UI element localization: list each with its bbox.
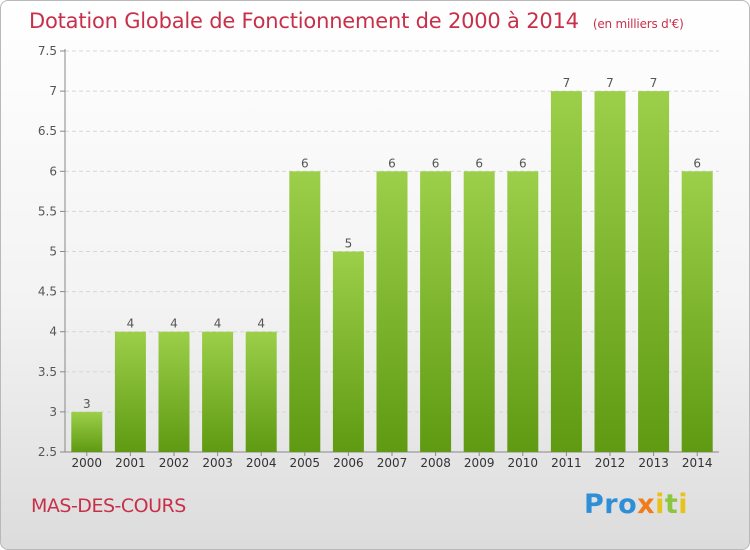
bar bbox=[507, 171, 539, 453]
bar bbox=[376, 171, 408, 453]
x-tick-label: 2009 bbox=[464, 456, 495, 470]
y-tick-label: 5 bbox=[49, 245, 57, 259]
y-tick-label: 7.5 bbox=[38, 44, 57, 58]
x-tick-label: 2012 bbox=[595, 456, 626, 470]
y-tick-label: 4.5 bbox=[38, 285, 57, 299]
bar bbox=[463, 171, 495, 453]
x-tick-label: 2005 bbox=[290, 456, 321, 470]
data-label: 6 bbox=[475, 156, 483, 170]
x-tick-label: 2000 bbox=[72, 456, 103, 470]
x-tick-label: 2014 bbox=[682, 456, 713, 470]
bar bbox=[420, 171, 452, 453]
bar bbox=[71, 411, 103, 452]
bar bbox=[681, 171, 713, 453]
y-tick-label: 3 bbox=[49, 405, 57, 419]
y-tick-label: 2.5 bbox=[38, 445, 57, 459]
x-tick-label: 2004 bbox=[246, 456, 277, 470]
x-tick-label: 2010 bbox=[508, 456, 539, 470]
y-tick-label: 5.5 bbox=[38, 204, 57, 218]
data-label: 4 bbox=[127, 317, 135, 331]
bar bbox=[202, 331, 234, 452]
x-tick-label: 2006 bbox=[333, 456, 364, 470]
y-tick-label: 6.5 bbox=[38, 124, 57, 138]
bar bbox=[245, 331, 277, 452]
x-tick-label: 2011 bbox=[551, 456, 582, 470]
data-label: 4 bbox=[214, 317, 222, 331]
x-tick-label: 2003 bbox=[202, 456, 233, 470]
data-label: 5 bbox=[345, 237, 353, 251]
y-tick-label: 3.5 bbox=[38, 365, 57, 379]
x-tick-label: 2002 bbox=[159, 456, 190, 470]
y-tick-label: 6 bbox=[49, 164, 57, 178]
data-label: 4 bbox=[257, 317, 265, 331]
chart-title: Dotation Globale de Fonctionnement de 20… bbox=[29, 9, 684, 33]
x-tick-label: 2008 bbox=[420, 456, 451, 470]
y-tick-label: 4 bbox=[49, 325, 57, 339]
y-tick-label: 7 bbox=[49, 84, 57, 98]
chart-subtitle: (en milliers d'€) bbox=[592, 17, 684, 31]
data-label: 6 bbox=[432, 156, 440, 170]
bar bbox=[158, 331, 190, 452]
proxiti-logo: Proxiti bbox=[584, 489, 688, 520]
data-label: 7 bbox=[606, 76, 614, 90]
data-label: 6 bbox=[301, 156, 309, 170]
bar bbox=[638, 91, 670, 452]
commune-name: MAS-DES-COURS bbox=[31, 495, 186, 517]
data-label: 6 bbox=[519, 156, 527, 170]
logo-part-t: t bbox=[664, 489, 679, 520]
logo-part-i1: i bbox=[655, 489, 665, 520]
data-label: 6 bbox=[388, 156, 396, 170]
data-label: 4 bbox=[170, 317, 178, 331]
x-tick-label: 2001 bbox=[115, 456, 146, 470]
bar bbox=[114, 331, 146, 452]
chart-title-text: Dotation Globale de Fonctionnement de 20… bbox=[29, 9, 579, 33]
x-tick-label: 2007 bbox=[377, 456, 408, 470]
bar bbox=[550, 91, 582, 452]
logo-part-pro: Pro bbox=[584, 489, 638, 520]
bar bbox=[289, 171, 321, 453]
data-label: 7 bbox=[563, 76, 571, 90]
logo-part-x: x bbox=[637, 489, 656, 520]
logo-part-i2: i bbox=[678, 489, 689, 520]
x-tick-label: 2013 bbox=[638, 456, 669, 470]
data-label: 7 bbox=[650, 76, 658, 90]
data-label: 3 bbox=[83, 397, 91, 411]
bar bbox=[594, 91, 626, 452]
data-label: 6 bbox=[693, 156, 701, 170]
bar bbox=[332, 251, 364, 452]
